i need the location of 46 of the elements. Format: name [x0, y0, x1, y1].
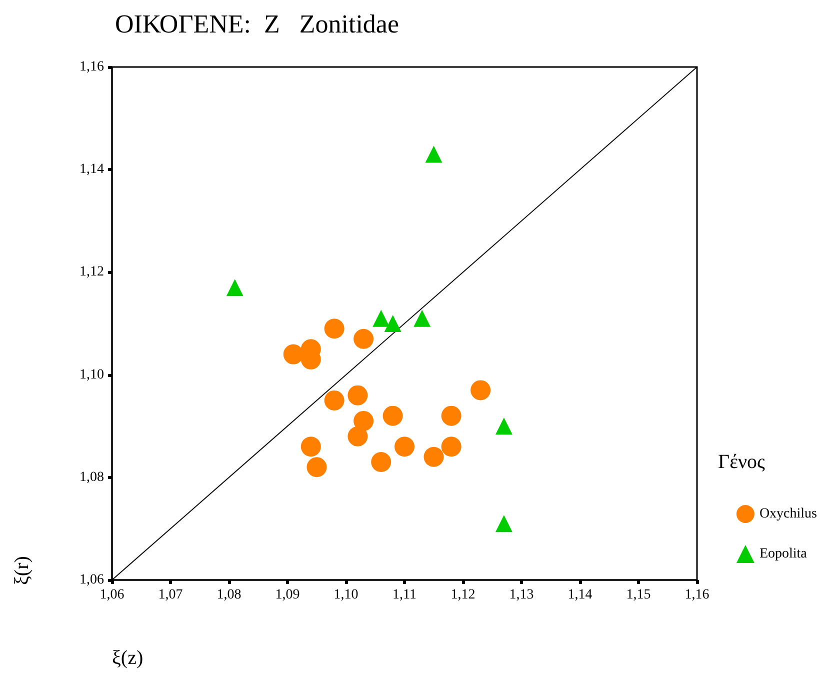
point	[394, 436, 414, 457]
point	[425, 146, 442, 163]
y-axis-title: ξ(r)	[11, 556, 33, 585]
y-tick-label: 1,12	[80, 264, 104, 280]
point	[283, 344, 304, 364]
point	[470, 380, 491, 400]
point	[300, 436, 321, 457]
y-tick-label: 1,06	[80, 572, 104, 588]
y-tick-label: 1,14	[80, 162, 104, 178]
x-tick-label: 1,11	[392, 588, 416, 602]
point	[384, 315, 402, 332]
x-tick-label: 1,06	[100, 588, 124, 602]
point	[371, 452, 392, 472]
point	[372, 310, 390, 327]
x-tick-label: 1,07	[158, 588, 183, 602]
x-tick-label: 1,15	[626, 588, 651, 602]
chart-title: ΟΙΚΟΓΕΝΕ: Z Zonitidae	[115, 10, 400, 38]
point	[324, 318, 344, 339]
y-tick-label: 1,10	[80, 367, 104, 382]
legend-title: Γένος	[718, 451, 766, 473]
point	[495, 515, 512, 532]
point	[441, 406, 462, 426]
point	[414, 310, 431, 327]
legend-label: Oxychilus	[759, 506, 818, 522]
legend-label: Eopolita	[759, 546, 808, 562]
point	[441, 436, 462, 457]
x-tick-label: 1,12	[450, 588, 476, 602]
point	[495, 418, 512, 435]
point	[424, 446, 444, 467]
point	[382, 406, 403, 426]
point	[348, 385, 368, 406]
point	[348, 426, 368, 446]
x-tick-label: 1,14	[568, 588, 592, 602]
x-tick-label: 1,09	[275, 588, 300, 602]
point	[354, 328, 374, 349]
point	[324, 390, 344, 410]
point	[354, 410, 374, 431]
y-tick-label: 1,08	[80, 470, 104, 485]
x-tick-label: 1,08	[216, 588, 242, 602]
point	[306, 457, 327, 478]
x-tick-label: 1,13	[509, 588, 534, 602]
point	[226, 279, 244, 296]
x-axis-title: ξ(z)	[112, 647, 144, 669]
x-tick-label: 1,16	[684, 588, 710, 602]
y-tick-label: 1,16	[80, 60, 104, 74]
x-tick-label: 1,10	[334, 588, 358, 602]
